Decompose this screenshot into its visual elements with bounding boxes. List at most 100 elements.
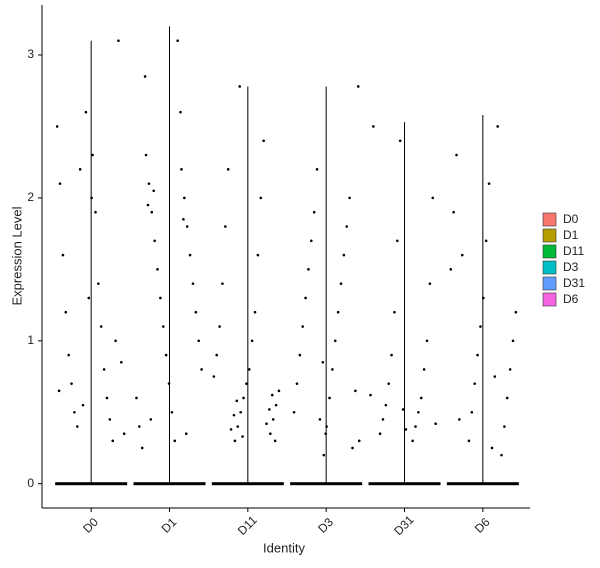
- jitter-point: [304, 296, 307, 300]
- jitter-point: [470, 410, 474, 414]
- jitter-point: [411, 439, 414, 443]
- jitter-point: [493, 375, 497, 378]
- jitter-point: [356, 85, 360, 88]
- jitter-point: [197, 339, 201, 343]
- legend-label: D0: [563, 212, 579, 226]
- jitter-point: [236, 425, 240, 428]
- x-axis-title: Identity: [263, 540, 305, 555]
- jitter-point: [253, 310, 257, 314]
- jitter-point: [336, 310, 340, 314]
- y-tick-label: 1: [27, 333, 34, 347]
- jitter-point: [484, 239, 488, 243]
- legend-label: D3: [563, 260, 579, 274]
- legend-key: [542, 276, 557, 291]
- jitter-point: [188, 253, 192, 257]
- jitter-point: [277, 389, 281, 393]
- jitter-point: [315, 168, 319, 171]
- jitter-point: [226, 168, 230, 171]
- jitter-point: [245, 382, 248, 385]
- jitter-point: [357, 439, 361, 443]
- jitter-point: [156, 268, 159, 271]
- jitter-point: [184, 432, 188, 435]
- jitter-point: [256, 253, 260, 257]
- legend-label: D11: [563, 244, 584, 258]
- y-tick-label: 3: [27, 47, 34, 61]
- jitter-point: [301, 325, 305, 328]
- jitter-point: [161, 325, 165, 328]
- jitter-point: [138, 425, 141, 428]
- jitter-point: [503, 425, 506, 428]
- jitter-point: [508, 368, 512, 371]
- jitter-point: [458, 418, 461, 421]
- jitter-point: [396, 239, 399, 243]
- jitter-point: [452, 210, 455, 214]
- jitter-point: [87, 296, 91, 300]
- x-tick-label: D0: [80, 515, 101, 536]
- jitter-point: [328, 396, 331, 400]
- jitter-point: [212, 375, 216, 378]
- jitter-point: [194, 310, 198, 314]
- x-tick-label: D11: [235, 513, 260, 538]
- jitter-point: [78, 168, 82, 171]
- jitter-point: [500, 453, 503, 457]
- jitter-point: [419, 396, 423, 400]
- jitter-point: [235, 399, 239, 403]
- jitter-point: [422, 368, 426, 371]
- legend-key: [542, 228, 557, 243]
- jitter-point: [505, 396, 509, 400]
- legend-label: D6: [563, 292, 579, 306]
- jitter-point: [215, 353, 219, 357]
- jitter-point: [117, 39, 120, 43]
- jitter-point: [58, 182, 62, 185]
- jitter-point: [146, 203, 150, 207]
- jitter-point: [105, 396, 109, 400]
- jitter-point: [318, 418, 322, 421]
- jitter-point: [170, 410, 174, 414]
- jitter-point: [307, 268, 310, 271]
- jitter-point: [232, 413, 236, 417]
- jitter-point: [479, 325, 482, 328]
- jitter-point: [239, 410, 242, 414]
- jitter-point: [401, 408, 405, 411]
- jitter-point: [295, 382, 299, 385]
- jitter-point: [200, 368, 203, 371]
- jitter-point: [238, 85, 241, 88]
- jitter-point: [191, 282, 195, 285]
- jitter-point: [176, 39, 179, 43]
- jitter-point: [180, 168, 183, 171]
- jitter-point: [94, 210, 97, 214]
- y-tick-label: 0: [27, 476, 34, 490]
- jitter-point: [398, 139, 402, 143]
- jitter-point: [333, 339, 337, 343]
- jitter-point: [482, 296, 485, 300]
- jitter-point: [345, 225, 349, 228]
- legend-key: [542, 244, 557, 259]
- jitter-point: [102, 368, 106, 371]
- jitter-point: [67, 353, 70, 357]
- jitter-point: [114, 339, 117, 343]
- jitter-point: [183, 196, 186, 200]
- jitter-point: [273, 439, 277, 443]
- x-tick-label: D6: [472, 515, 493, 536]
- jitter-point: [265, 422, 268, 425]
- jitter-point: [120, 360, 123, 364]
- jitter-point: [496, 125, 499, 128]
- jitter-point: [179, 110, 182, 114]
- y-tick-label: 2: [27, 190, 34, 204]
- jitter-point: [514, 310, 518, 314]
- jitter-point: [55, 125, 59, 128]
- jitter-point: [351, 446, 354, 450]
- jitter-point: [167, 382, 171, 385]
- jitter-point: [147, 182, 151, 185]
- jitter-point: [455, 153, 458, 157]
- jitter-point: [143, 75, 147, 78]
- jitter-point: [159, 296, 162, 300]
- legend-label: D1: [563, 228, 579, 242]
- jitter-point: [322, 453, 326, 457]
- jitter-point: [247, 368, 251, 371]
- jitter-point: [268, 408, 271, 411]
- jitter-point: [233, 439, 237, 443]
- jitter-point: [262, 139, 265, 143]
- jitter-point: [111, 439, 115, 443]
